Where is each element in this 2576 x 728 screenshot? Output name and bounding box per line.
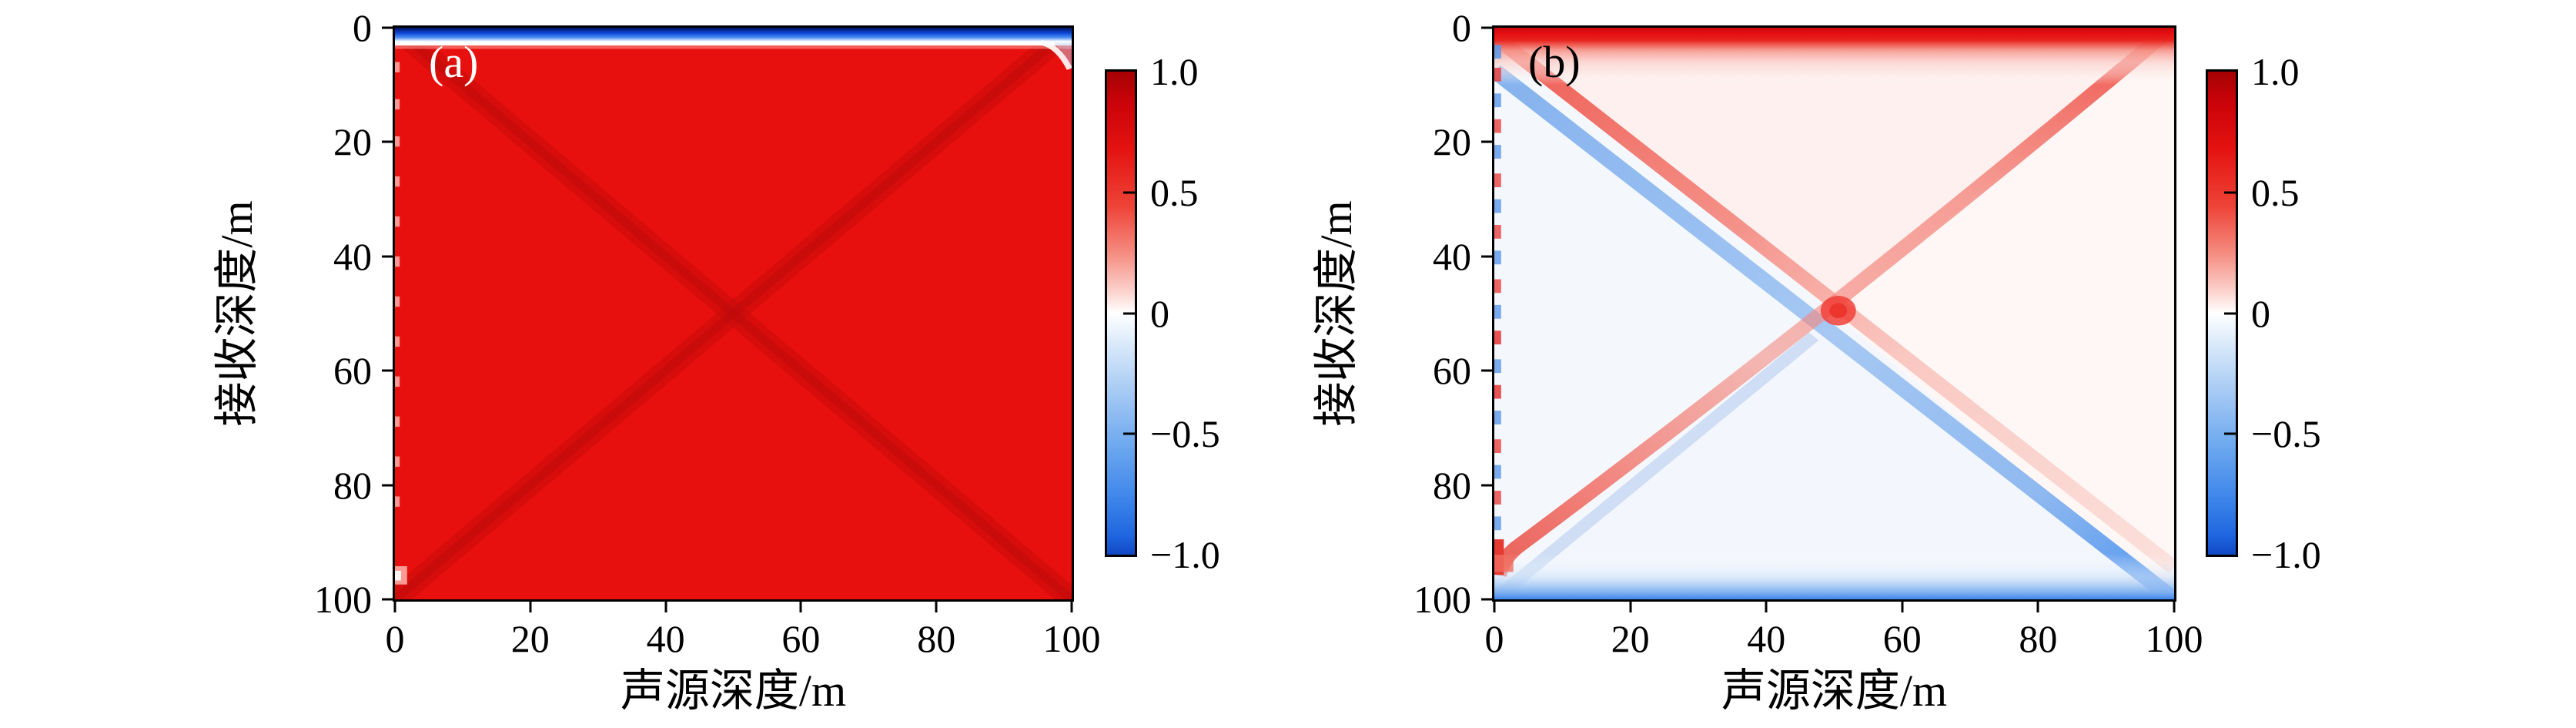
colorbar-tick-label: −1.0 bbox=[2251, 533, 2321, 576]
x-axis-title-a: 声源深度/m bbox=[620, 666, 847, 716]
x-tick-label: 0 bbox=[385, 617, 405, 660]
panel-label-b: (b) bbox=[1528, 37, 1581, 87]
colorbar-b: 1.0 0.5 0 −0.5 −1.0 bbox=[2206, 52, 2321, 574]
x-tick-label: 80 bbox=[2019, 617, 2058, 660]
y-tick-label: 80 bbox=[1433, 463, 1471, 507]
y-tick-label: 20 bbox=[1433, 120, 1471, 164]
x-tick-label: 0 bbox=[1484, 617, 1504, 660]
colorbar-tick-label: 0.5 bbox=[1150, 170, 1199, 214]
y-tick-label: 0 bbox=[1452, 6, 1471, 49]
x-tick-label: 60 bbox=[1882, 617, 1922, 660]
colorbar-tick-label: −0.5 bbox=[2251, 412, 2321, 456]
x-tick-label: 60 bbox=[781, 617, 821, 660]
heatmap-panel-a: (a) 0 20 40 60 80 100 0 20 40 60 80 100 … bbox=[212, 8, 1101, 713]
panel-a-left-speckle-column bbox=[395, 62, 400, 507]
y-tick-label: 20 bbox=[333, 120, 372, 164]
colorbar-a: 1.0 0.5 0 −0.5 −1.0 bbox=[1105, 52, 1220, 574]
x-tick-label: 20 bbox=[510, 617, 550, 660]
y-tick-label: 100 bbox=[314, 578, 372, 621]
y-tick-label: 60 bbox=[1433, 349, 1471, 393]
x-tick-label: 80 bbox=[917, 617, 956, 660]
colorbar-tick-label: −0.5 bbox=[1150, 412, 1220, 456]
y-tick-label: 60 bbox=[333, 349, 372, 393]
panel-b-red-antidiagonal bbox=[1494, 28, 2174, 577]
panel-label-a: (a) bbox=[429, 37, 479, 87]
x-tick-label: 100 bbox=[2145, 617, 2203, 660]
y-tick-label: 40 bbox=[1433, 234, 1471, 278]
panel-a-surface-band bbox=[395, 28, 1072, 46]
x-tick-label: 40 bbox=[1747, 617, 1786, 660]
colorbar-tick-label: 0 bbox=[2251, 291, 2270, 335]
x-tick-label: 100 bbox=[1042, 617, 1101, 660]
y-tick-label: 80 bbox=[333, 463, 372, 507]
panel-b-surface-band bbox=[1494, 28, 2174, 86]
colorbar-tick-label: 0.5 bbox=[2251, 170, 2300, 214]
panel-b-left-speckle-column bbox=[1494, 45, 1501, 531]
y-tick-label: 100 bbox=[1413, 578, 1471, 621]
colorbar-tick-label: 1.0 bbox=[1150, 50, 1199, 93]
x-axis-title-b: 声源深度/m bbox=[1721, 666, 1948, 716]
y-axis-title-b: 接收深度/m bbox=[1311, 200, 1361, 427]
heatmap-image-a bbox=[395, 28, 1072, 599]
x-tick-label: 40 bbox=[646, 617, 685, 660]
colorbar-tick-label: 0 bbox=[1150, 291, 1169, 335]
y-tick-label: 40 bbox=[333, 234, 372, 278]
panel-b-bottom-band bbox=[1494, 553, 2174, 599]
y-axis-title-a: 接收深度/m bbox=[212, 200, 262, 427]
y-tick-label: 0 bbox=[353, 6, 372, 49]
panel-b-blue-diagonal bbox=[1494, 65, 2174, 599]
colorbar-tick-label: −1.0 bbox=[1150, 533, 1220, 576]
heatmap-image-b bbox=[1494, 28, 2174, 599]
colorbar-tick-label: 1.0 bbox=[2251, 50, 2300, 93]
heatmap-panel-b: (b) 0 20 40 60 80 100 0 20 40 60 80 100 … bbox=[1311, 8, 2203, 713]
x-tick-label: 20 bbox=[1611, 617, 1650, 660]
